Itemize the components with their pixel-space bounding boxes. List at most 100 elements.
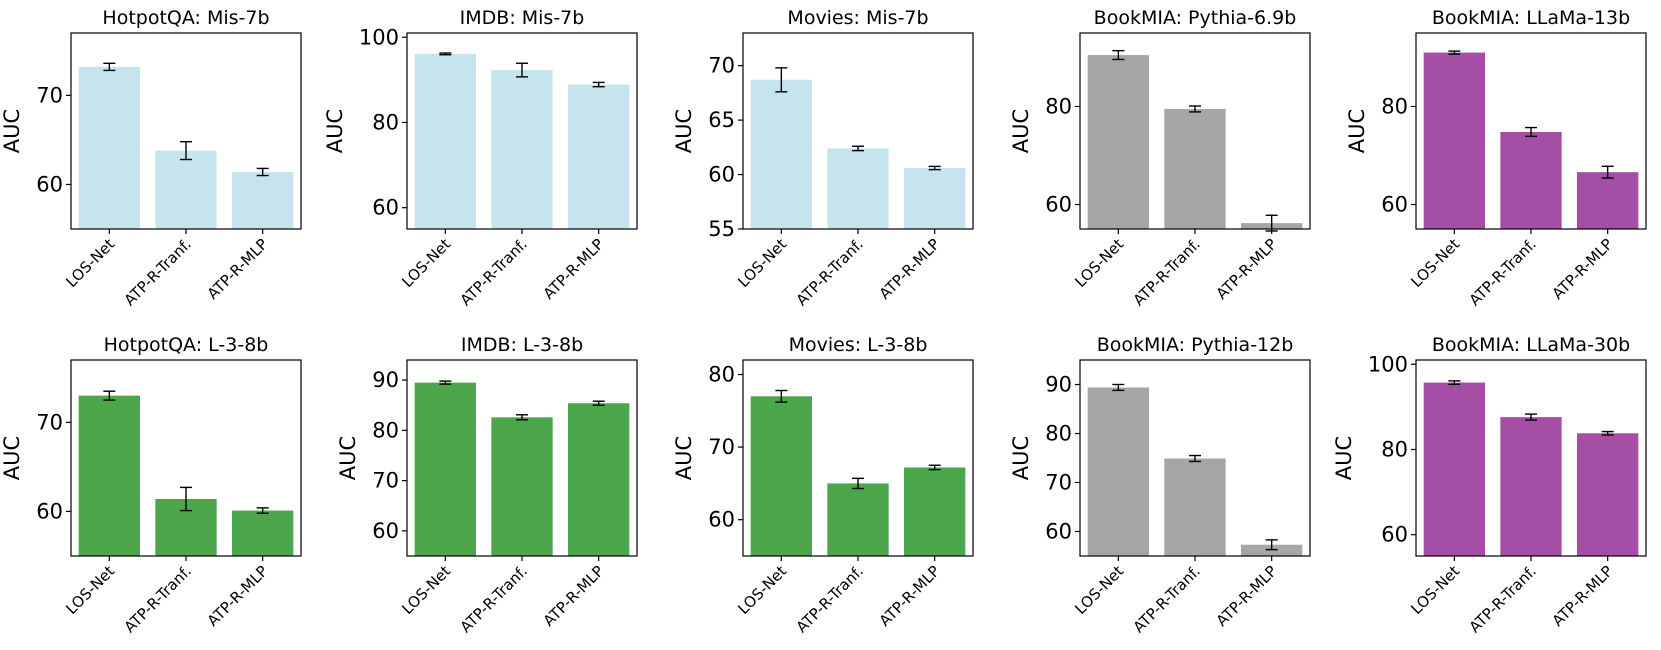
y-axis-label: AUC	[672, 436, 696, 480]
error-bar-1	[1112, 49, 1125, 61]
x-tick-label: ATP-R-MLP	[204, 562, 272, 630]
error-bar-3	[256, 167, 269, 177]
x-tick-label: ATP-R-Tranf.	[121, 235, 195, 309]
plot-frame	[70, 32, 302, 230]
x-tick-label: ATP-R-MLP	[1213, 562, 1281, 630]
subplot-4: LOS-Net ATP-R-Tranf. ATP-R-MLP 60 80 BookMIA:…	[1009, 7, 1311, 309]
x-tick-label: LOS-Net	[1071, 235, 1127, 291]
y-axis-label: AUC	[1345, 109, 1369, 153]
error-bar-2	[516, 414, 528, 421]
bar-2	[1164, 458, 1226, 556]
subplot-9: LOS-Net ATP-R-Tranf. ATP-R-MLP 60 70 80 90 Book…	[1009, 334, 1311, 636]
bar-1	[1423, 382, 1485, 556]
y-tick-label: 60	[36, 172, 63, 196]
y-axis-label: AUC	[323, 109, 347, 153]
x-tick-label: LOS-Net	[1407, 235, 1463, 291]
bar-3	[904, 168, 966, 229]
bar-1	[1423, 52, 1485, 229]
plot-frame	[742, 32, 974, 230]
error-bar-2	[180, 140, 192, 161]
error-bar-1	[775, 67, 788, 93]
subplot-7: LOS-Net ATP-R-Tranf. ATP-R-MLP 60 70 80 90 IMDB…	[336, 334, 638, 636]
error-bar-2	[516, 62, 528, 78]
error-bar-2	[1189, 105, 1201, 113]
error-bar-2	[180, 486, 192, 512]
error-bar-1	[439, 52, 452, 56]
plot-frame	[1079, 359, 1311, 557]
subplot-2: LOS-Net ATP-R-Tranf. ATP-R-MLP 60 80 100 IMDB:…	[323, 7, 638, 309]
bar-3	[1577, 433, 1639, 556]
x-tick-label: LOS-Net	[1407, 562, 1463, 618]
error-bar-3	[592, 400, 605, 406]
x-tick-label: ATP-R-Tranf.	[1130, 235, 1204, 309]
subplot-title: BookMIA: Pythia-12b	[1097, 334, 1294, 356]
subplot-title: IMDB: L-3-8b	[461, 334, 583, 356]
plot-frame	[406, 359, 638, 557]
x-tick-label: ATP-R-MLP	[1549, 562, 1617, 630]
plot-frame	[70, 359, 302, 557]
x-tick-label: ATP-R-MLP	[540, 235, 608, 303]
y-tick-label: 80	[1381, 437, 1408, 461]
y-axis-label: AUC	[1009, 109, 1033, 153]
y-axis-label: AUC	[0, 436, 24, 480]
subplot-title: Movies: L-3-8b	[789, 334, 928, 356]
y-tick-label: 80	[372, 418, 399, 442]
y-tick-label: 60	[1045, 193, 1072, 217]
y-tick-label: 60	[372, 519, 399, 543]
y-tick-label: 70	[36, 410, 63, 434]
bar-3	[1577, 172, 1639, 229]
subplot-5: LOS-Net ATP-R-Tranf. ATP-R-MLP 60 80 BookMIA:…	[1345, 7, 1647, 309]
x-tick-label: ATP-R-Tranf.	[457, 235, 531, 309]
subplot-title: HotpotQA: Mis-7b	[102, 7, 269, 29]
x-tick-label: ATP-R-Tranf.	[793, 235, 867, 309]
plot-frame	[742, 359, 974, 557]
error-bar-2	[1525, 413, 1537, 421]
plot-frame	[1079, 32, 1311, 230]
subplot-title: BookMIA: LLaMa-13b	[1432, 7, 1630, 29]
x-tick-label: ATP-R-MLP	[204, 235, 272, 303]
bar-1	[414, 382, 476, 556]
bar-3	[232, 510, 294, 556]
y-axis-label: AUC	[1009, 436, 1033, 480]
y-tick-label: 60	[36, 499, 63, 523]
y-tick-label: 60	[372, 196, 399, 220]
error-bar-2	[1189, 454, 1201, 463]
x-tick-label: LOS-Net	[62, 235, 118, 291]
bar-1	[78, 395, 140, 556]
y-tick-label: 70	[36, 83, 63, 107]
y-tick-label: 55	[708, 217, 735, 241]
error-bar-1	[439, 380, 452, 385]
error-bar-1	[1448, 380, 1461, 385]
x-tick-label: ATP-R-Tranf.	[457, 562, 531, 636]
subplot-title: Movies: Mis-7b	[787, 7, 928, 29]
error-bar-1	[1112, 383, 1125, 392]
subplot-title: HotpotQA: L-3-8b	[104, 334, 269, 356]
bar-2	[155, 150, 217, 229]
bar-1	[750, 396, 812, 556]
error-bar-2	[1525, 126, 1537, 138]
subplot-1: LOS-Net ATP-R-Tranf. ATP-R-MLP 60 70 HotpotQA…	[0, 7, 302, 309]
error-bar-3	[256, 507, 269, 514]
x-tick-label: ATP-R-Tranf.	[1466, 562, 1540, 636]
subplot-8: LOS-Net ATP-R-Tranf. ATP-R-MLP 60 70 80 Movies…	[672, 334, 974, 636]
subplot-title: IMDB: Mis-7b	[460, 7, 585, 29]
y-axis-label: AUC	[336, 436, 360, 480]
subplot-title: BookMIA: LLaMa-30b	[1432, 334, 1630, 356]
y-tick-label: 60	[708, 508, 735, 532]
subplot-title: BookMIA: Pythia-6.9b	[1094, 7, 1297, 29]
y-tick-label: 80	[1045, 422, 1072, 446]
bar-2	[491, 70, 553, 229]
y-tick-label: 100	[359, 25, 399, 49]
error-bar-2	[852, 477, 864, 490]
y-tick-label: 80	[1381, 95, 1408, 119]
error-bar-3	[1601, 165, 1614, 179]
error-bar-3	[592, 81, 605, 88]
error-bar-3	[928, 464, 941, 471]
x-tick-label: ATP-R-Tranf.	[793, 562, 867, 636]
bar-2	[1500, 417, 1562, 556]
x-tick-label: LOS-Net	[734, 235, 790, 291]
bar-1	[78, 66, 140, 229]
error-bar-2	[852, 145, 864, 152]
bar-1	[414, 53, 476, 229]
